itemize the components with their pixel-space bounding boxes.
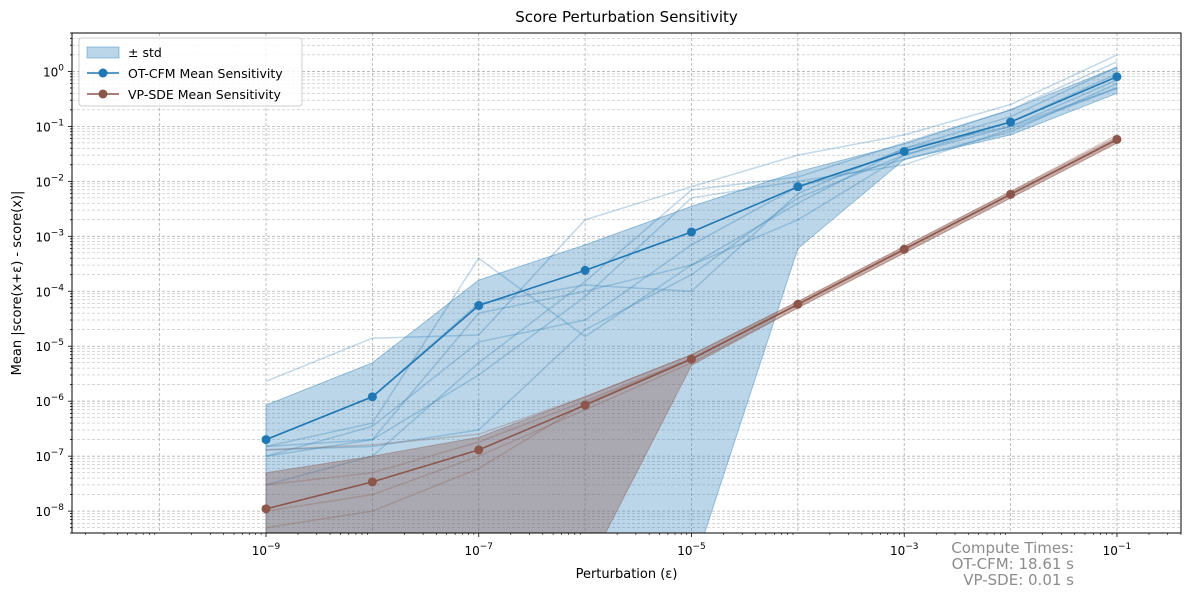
legend-box — [78, 37, 303, 107]
data-point — [261, 435, 271, 445]
data-point — [686, 227, 696, 237]
compute-time-vp-sde: VP-SDE: 0.01 s — [963, 571, 1074, 589]
x-axis-label: Perturbation (ε) — [576, 567, 678, 582]
y-tick-label: 10−1 — [35, 118, 64, 134]
x-tick-label: 10−7 — [464, 542, 493, 558]
data-point — [1006, 117, 1016, 127]
individual-run-line — [265, 87, 1118, 451]
x-tick-label: 10−9 — [252, 542, 281, 558]
individual-run-line — [265, 87, 1118, 457]
data-point — [474, 445, 484, 455]
y-tick-label: 10−3 — [35, 228, 64, 244]
individual-run-line — [265, 54, 1118, 382]
legend: ± std OT-CFM Mean Sensitivity VP-SDE Mean … — [78, 37, 303, 107]
data-point — [793, 299, 803, 309]
compute-time-ot-cfm: OT-CFM: 18.61 s — [952, 555, 1075, 573]
y-tick-label: 100 — [43, 63, 64, 79]
std-band — [265, 66, 1118, 533]
individual-run-line — [265, 61, 1118, 486]
chart-title: Score Perturbation Sensitivity — [515, 8, 738, 26]
y-axis-label: Mean |score(x+ε) - score(x)| — [10, 191, 25, 376]
y-tick-label: 10−2 — [35, 173, 64, 189]
y-tick-label: 10−6 — [35, 393, 64, 409]
data-point — [1006, 189, 1016, 199]
legend-marker — [98, 89, 108, 99]
plot-area — [72, 33, 1181, 533]
data-point — [474, 301, 484, 311]
axes: 10−9 10−7 10−5 10−3 10−1 10−8 10−7 10−6 10−5 10−4… — [35, 32, 1182, 558]
legend-marker — [98, 68, 108, 78]
legend-label: VP-SDE Mean Sensitivity — [128, 87, 281, 102]
y-tick-label: 10−5 — [35, 338, 64, 354]
data-point — [261, 504, 271, 514]
data-layer — [261, 54, 1122, 533]
compute-times-heading: Compute Times: — [951, 539, 1074, 557]
data-point — [1112, 134, 1122, 144]
y-tick-label: 10−4 — [35, 283, 64, 299]
data-point — [580, 265, 590, 275]
data-point — [899, 244, 909, 254]
data-point — [580, 400, 590, 410]
legend-label: ± std — [128, 45, 162, 60]
x-tick-label: 10−3 — [890, 542, 919, 558]
individual-run-line — [265, 73, 1118, 448]
x-tick-label: 10−5 — [677, 542, 706, 558]
x-tick-label: 10−1 — [1103, 542, 1132, 558]
data-point — [367, 392, 377, 402]
y-tick-label: 10−8 — [35, 503, 64, 519]
data-point — [899, 146, 909, 156]
data-point — [1112, 72, 1122, 82]
y-tick-label: 10−7 — [35, 448, 64, 464]
legend-label: OT-CFM Mean Sensitivity — [128, 66, 283, 81]
individual-run-line — [265, 66, 1118, 448]
data-point — [367, 477, 377, 487]
compute-times-annotation: Compute Times: OT-CFM: 18.61 s VP-SDE: 0… — [951, 539, 1074, 589]
data-point — [686, 354, 696, 364]
data-point — [793, 182, 803, 192]
plot-frame — [71, 32, 1182, 534]
individual-run-line — [265, 82, 1118, 457]
legend-swatch — [86, 46, 120, 59]
